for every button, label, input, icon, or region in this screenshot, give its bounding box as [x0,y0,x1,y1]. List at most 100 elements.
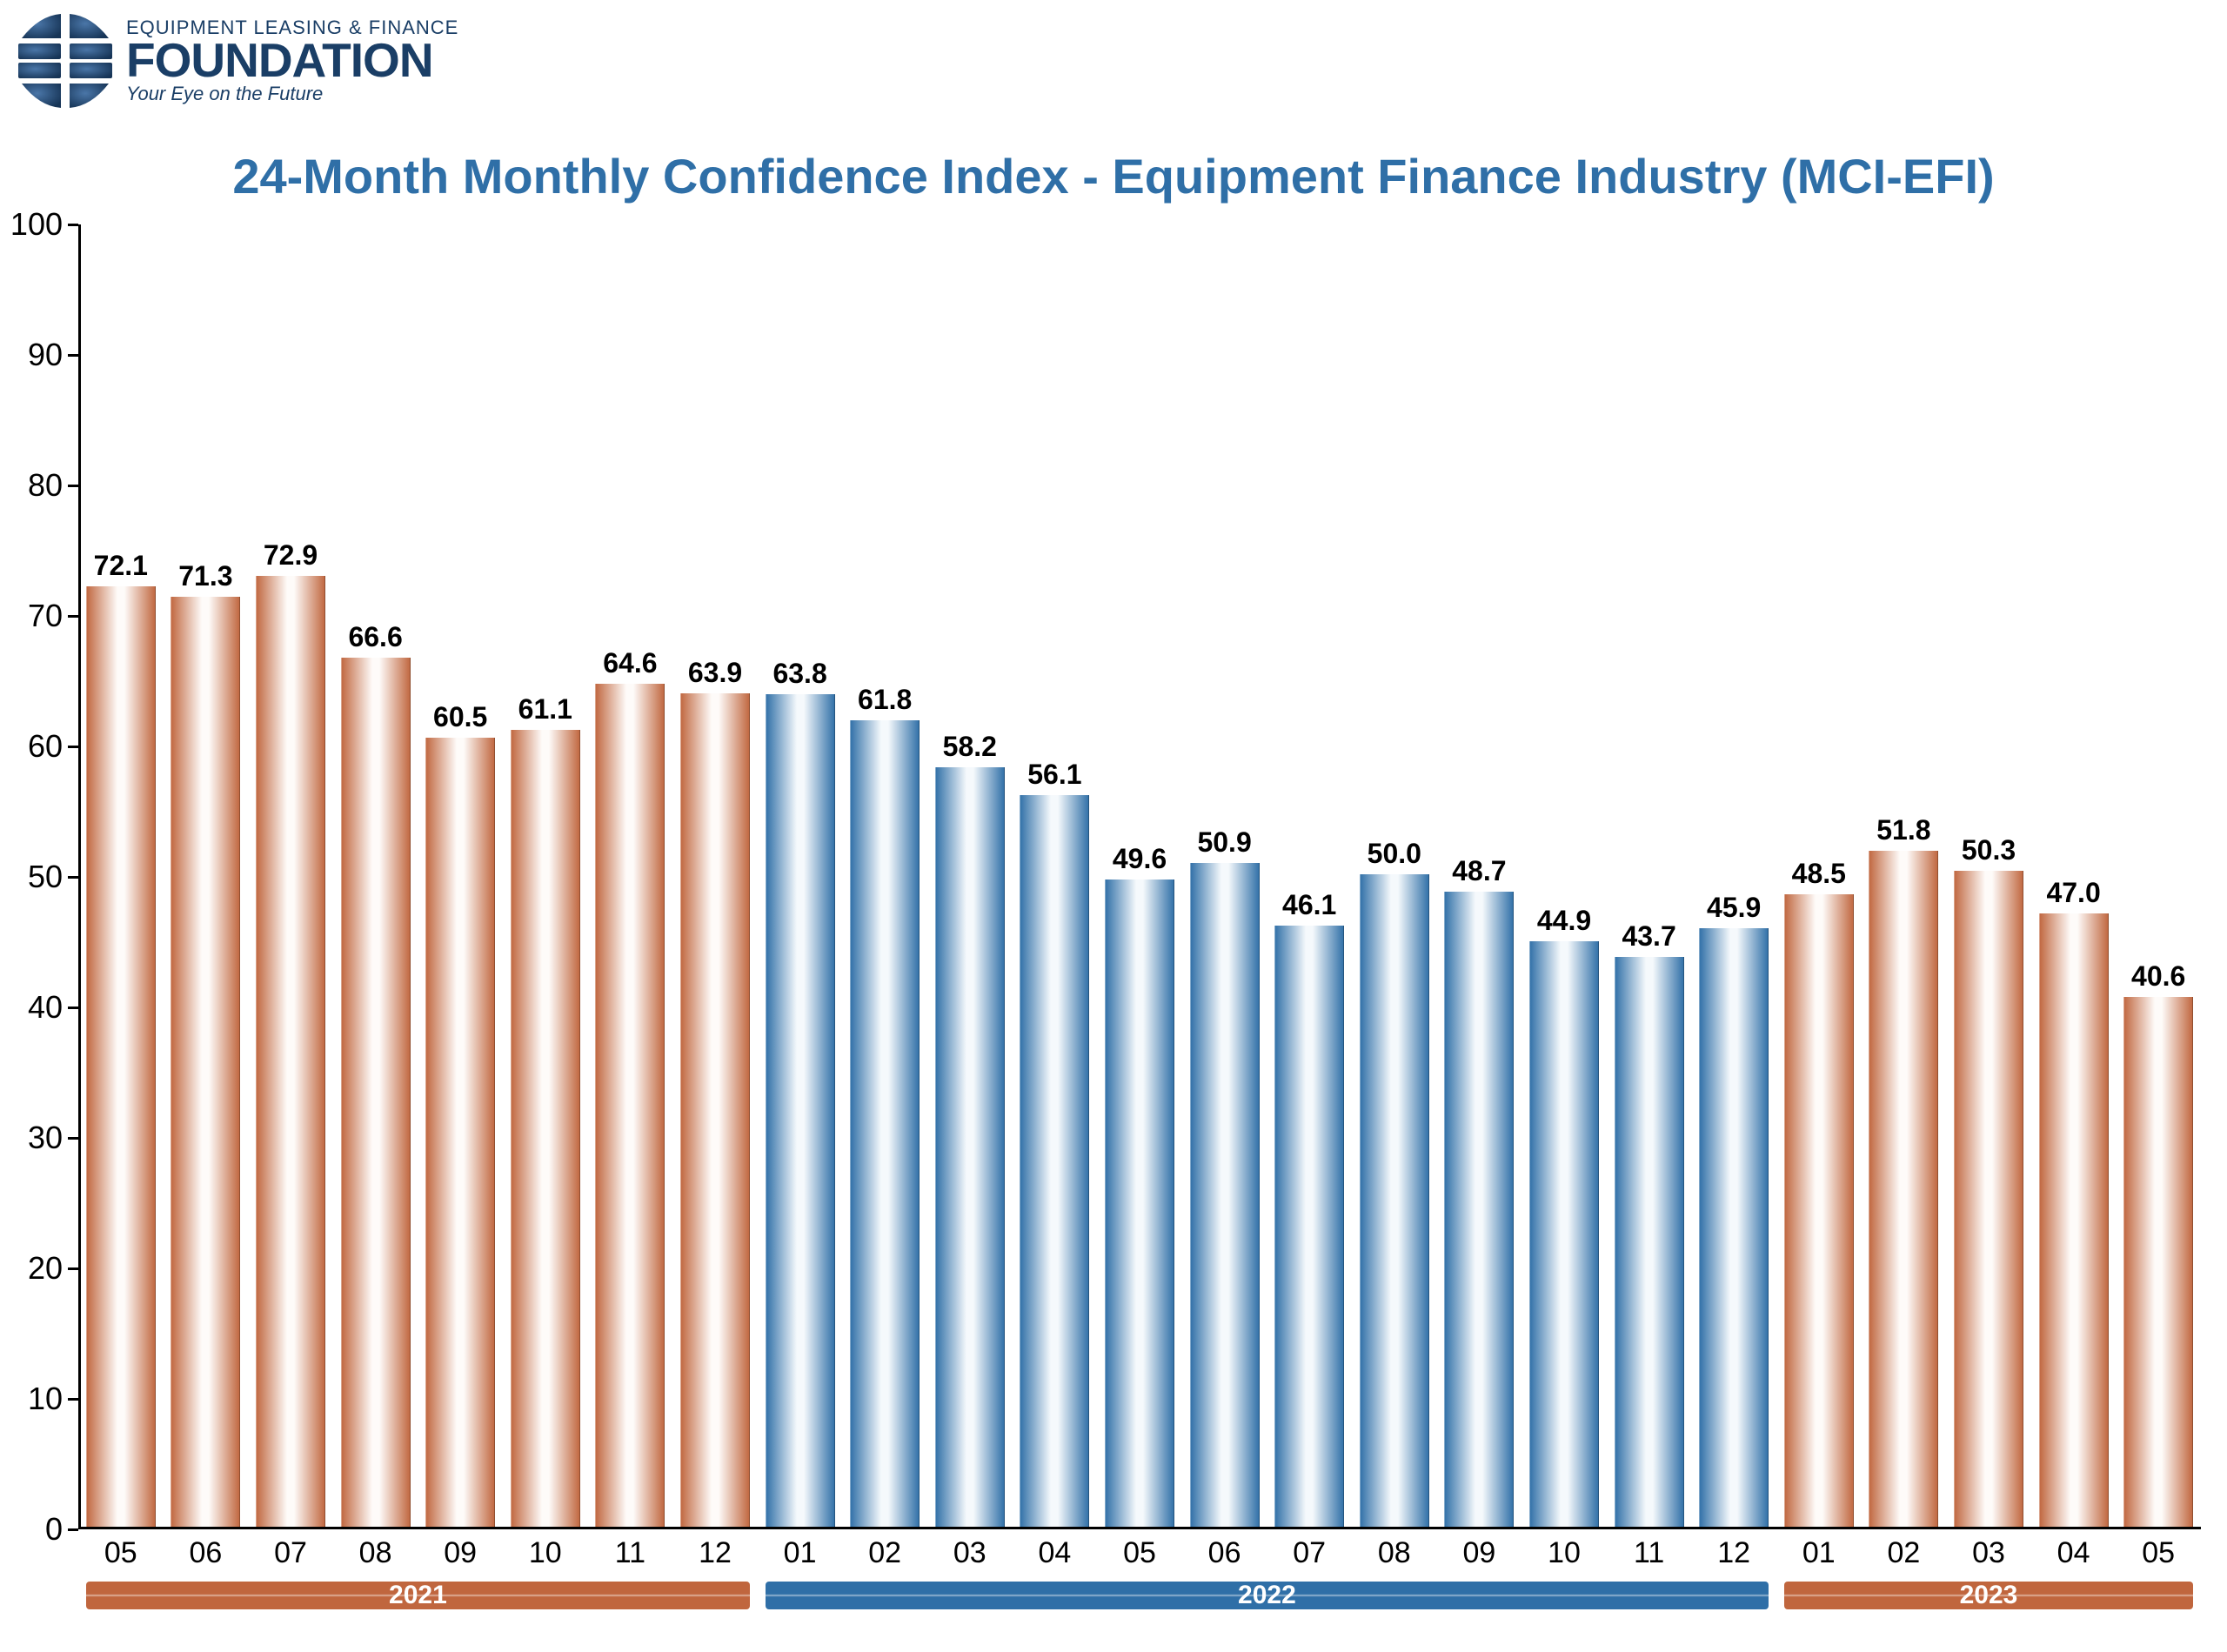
bar: 46.1 [1274,926,1344,1528]
bar-value-label: 63.8 [752,658,849,690]
x-axis-label: 06 [164,1536,249,1570]
bar-fill [1020,795,1089,1528]
y-axis-label: 100 [0,206,63,243]
bar: 66.6 [341,658,411,1527]
x-axis-label: 06 [1182,1536,1267,1570]
y-tick [68,746,78,748]
bar-value-label: 56.1 [1006,759,1103,791]
y-axis-label: 40 [0,989,63,1026]
bar-fill [1615,957,1684,1528]
bar-value-label: 72.9 [242,539,339,572]
x-axis-label: 01 [758,1536,843,1570]
bar-value-label: 44.9 [1515,905,1613,937]
bar-value-label: 50.3 [1940,834,2037,866]
bar-value-label: 47.0 [2025,877,2123,909]
page: EQUIPMENT LEASING & FINANCE FOUNDATION Y… [0,0,2227,1652]
bar-value-label: 63.9 [666,657,764,689]
bar-value-label: 61.1 [497,693,594,726]
y-tick [68,876,78,879]
bar-value-label: 43.7 [1601,920,1698,953]
bar: 63.9 [680,693,750,1528]
x-axis-label: 04 [1013,1536,1098,1570]
x-axis-label: 07 [248,1536,333,1570]
logo-globe-icon [13,9,117,113]
x-axis-label: 11 [1607,1536,1692,1570]
y-axis-label: 80 [0,467,63,504]
bar: 47.0 [2039,913,2109,1527]
bar: 43.7 [1615,957,1684,1528]
x-axis-label: 10 [1521,1536,1607,1570]
bar-value-label: 50.9 [1176,826,1274,859]
bar-value-label: 58.2 [921,731,1019,763]
foundation-logo: EQUIPMENT LEASING & FINANCE FOUNDATION Y… [13,9,458,113]
y-axis-label: 90 [0,337,63,373]
y-axis-label: 20 [0,1250,63,1287]
x-axis-label: 02 [842,1536,927,1570]
bar: 72.1 [86,586,156,1528]
x-axis-line [78,1527,2201,1529]
y-axis-label: 60 [0,728,63,765]
bar-value-label: 45.9 [1685,892,1782,924]
bar-value-label: 64.6 [581,647,679,679]
bar-fill [766,694,835,1527]
bar: 71.3 [171,597,240,1528]
bar-fill [511,730,580,1528]
bar-value-label: 66.6 [327,621,425,653]
y-axis-label: 0 [0,1511,63,1548]
bar: 49.6 [1105,880,1174,1527]
y-tick [68,1398,78,1401]
bar-fill [1360,874,1429,1527]
year-band: 2022 [766,1582,1769,1609]
bar: 50.9 [1190,863,1260,1528]
year-band: 2021 [86,1582,750,1609]
bar: 58.2 [935,767,1005,1527]
bar-fill [1529,941,1599,1528]
y-tick [68,1267,78,1270]
bar-value-label: 48.5 [1770,858,1868,890]
bar-fill [256,576,325,1528]
x-axis-label: 11 [588,1536,673,1570]
x-axis-label: 12 [672,1536,758,1570]
year-band: 2023 [1784,1582,2193,1609]
y-tick [68,224,78,226]
logo-text: EQUIPMENT LEASING & FINANCE FOUNDATION Y… [126,17,458,105]
bar-value-label: 49.6 [1091,843,1188,875]
x-axis-label: 01 [1776,1536,1862,1570]
x-axis-label: 05 [78,1536,164,1570]
bar-fill [425,738,495,1528]
bar: 48.7 [1444,892,1514,1528]
x-axis-label: 05 [1097,1536,1182,1570]
bar-fill [2039,913,2109,1527]
x-axis-label: 08 [333,1536,418,1570]
y-tick [68,485,78,487]
bar-fill [1699,928,1769,1528]
bar-fill [1869,851,1938,1527]
bar-fill [595,684,665,1527]
bar-fill [850,720,920,1527]
bar: 50.0 [1360,874,1429,1527]
y-tick [68,1007,78,1009]
bar: 60.5 [425,738,495,1528]
bar-value-label: 51.8 [1855,814,1952,846]
bar-fill [1784,894,1854,1528]
bar: 48.5 [1784,894,1854,1528]
x-axis-label: 03 [1946,1536,2031,1570]
x-axis-label: 05 [2116,1536,2201,1570]
bar: 51.8 [1869,851,1938,1527]
bar-value-label: 46.1 [1261,889,1358,921]
bar-value-label: 61.8 [836,684,933,716]
x-axis-label: 09 [1437,1536,1522,1570]
chart-title: 24-Month Monthly Confidence Index - Equi… [0,148,2227,204]
y-axis-label: 70 [0,598,63,634]
bar-value-label: 48.7 [1430,855,1528,887]
bar: 72.9 [256,576,325,1528]
bar-fill [935,767,1005,1527]
y-axis-line [78,224,81,1529]
bar: 64.6 [595,684,665,1527]
bar-fill [1190,863,1260,1528]
bar: 40.6 [2123,997,2193,1527]
y-axis-label: 30 [0,1120,63,1156]
x-axis-label: 02 [1862,1536,1947,1570]
x-axis-label: 12 [1691,1536,1776,1570]
bar-value-label: 60.5 [411,701,509,733]
